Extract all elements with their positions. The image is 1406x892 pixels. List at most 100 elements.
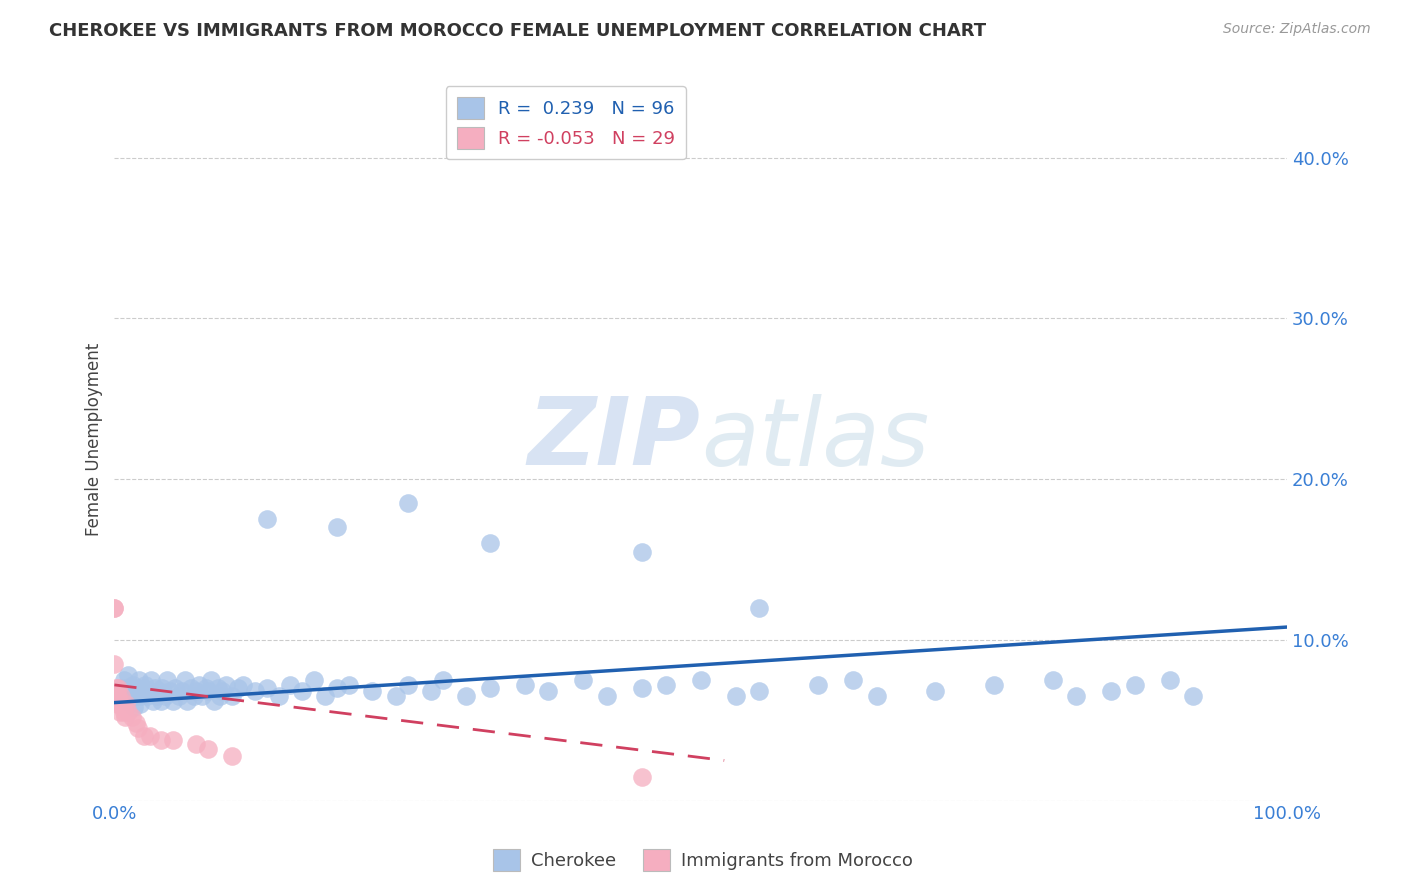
Point bbox=[361, 684, 384, 698]
Point bbox=[654, 678, 676, 692]
Point bbox=[122, 678, 145, 692]
Point bbox=[176, 694, 198, 708]
Point bbox=[326, 681, 349, 695]
Point bbox=[152, 681, 174, 695]
Point bbox=[207, 681, 229, 695]
Point bbox=[104, 681, 127, 695]
Point bbox=[186, 737, 208, 751]
Point bbox=[114, 684, 136, 698]
Point bbox=[103, 600, 125, 615]
Point bbox=[243, 684, 266, 698]
Point bbox=[315, 689, 337, 703]
Point bbox=[478, 536, 501, 550]
Point bbox=[108, 694, 131, 708]
Point bbox=[115, 697, 138, 711]
Point bbox=[183, 689, 205, 703]
Point bbox=[211, 684, 233, 698]
Point bbox=[748, 684, 770, 698]
Text: CHEROKEE VS IMMIGRANTS FROM MOROCCO FEMALE UNEMPLOYMENT CORRELATION CHART: CHEROKEE VS IMMIGRANTS FROM MOROCCO FEMA… bbox=[49, 22, 987, 40]
Point bbox=[124, 700, 146, 714]
Point bbox=[456, 689, 478, 703]
Point bbox=[132, 681, 155, 695]
Point bbox=[631, 681, 654, 695]
Point bbox=[105, 689, 128, 703]
Point bbox=[232, 678, 254, 692]
Point bbox=[596, 689, 619, 703]
Point bbox=[200, 673, 222, 687]
Point bbox=[114, 710, 136, 724]
Point bbox=[120, 681, 142, 695]
Point bbox=[432, 673, 454, 687]
Point bbox=[165, 681, 187, 695]
Point bbox=[1182, 689, 1205, 703]
Point bbox=[112, 673, 135, 687]
Text: ZIP: ZIP bbox=[527, 393, 700, 485]
Point bbox=[138, 684, 160, 698]
Point bbox=[337, 678, 360, 692]
Point bbox=[148, 684, 170, 698]
Point bbox=[202, 694, 225, 708]
Legend: Cherokee, Immigrants from Morocco: Cherokee, Immigrants from Morocco bbox=[486, 842, 920, 879]
Point bbox=[1123, 678, 1146, 692]
Point bbox=[631, 544, 654, 558]
Point bbox=[139, 673, 162, 687]
Point bbox=[748, 600, 770, 615]
Point bbox=[1099, 684, 1122, 698]
Point bbox=[162, 694, 184, 708]
Point bbox=[326, 520, 349, 534]
Point bbox=[267, 689, 290, 703]
Point bbox=[159, 684, 181, 698]
Point bbox=[924, 684, 946, 698]
Point bbox=[127, 721, 149, 735]
Point bbox=[197, 742, 219, 756]
Point bbox=[142, 694, 165, 708]
Point bbox=[110, 689, 132, 703]
Point bbox=[117, 668, 139, 682]
Point bbox=[221, 748, 243, 763]
Point bbox=[138, 729, 160, 743]
Point bbox=[513, 678, 536, 692]
Point bbox=[131, 689, 153, 703]
Point bbox=[1159, 673, 1181, 687]
Point bbox=[172, 684, 194, 698]
Point bbox=[478, 681, 501, 695]
Point bbox=[194, 681, 217, 695]
Legend: R =  0.239   N = 96, R = -0.053   N = 29: R = 0.239 N = 96, R = -0.053 N = 29 bbox=[446, 87, 686, 160]
Point bbox=[150, 694, 173, 708]
Point bbox=[128, 673, 150, 687]
Point bbox=[145, 681, 167, 695]
Point bbox=[117, 694, 139, 708]
Point bbox=[129, 697, 152, 711]
Y-axis label: Female Unemployment: Female Unemployment bbox=[86, 343, 103, 536]
Point bbox=[125, 681, 148, 695]
Point bbox=[537, 684, 560, 698]
Point bbox=[173, 673, 195, 687]
Point bbox=[107, 681, 129, 695]
Point bbox=[153, 689, 176, 703]
Point bbox=[118, 689, 141, 703]
Point bbox=[105, 697, 128, 711]
Point bbox=[121, 684, 143, 698]
Point bbox=[215, 678, 238, 692]
Point bbox=[631, 770, 654, 784]
Point bbox=[162, 732, 184, 747]
Point bbox=[385, 689, 408, 703]
Point bbox=[256, 681, 278, 695]
Point bbox=[180, 681, 202, 695]
Point bbox=[226, 681, 249, 695]
Point bbox=[396, 496, 419, 510]
Point bbox=[103, 600, 125, 615]
Point bbox=[1042, 673, 1064, 687]
Point bbox=[156, 673, 179, 687]
Point bbox=[124, 689, 146, 703]
Point bbox=[103, 657, 125, 671]
Point bbox=[115, 681, 138, 695]
Point bbox=[112, 705, 135, 719]
Point bbox=[1064, 689, 1087, 703]
Point bbox=[187, 678, 209, 692]
Point bbox=[208, 689, 231, 703]
Point bbox=[689, 673, 711, 687]
Point bbox=[110, 705, 132, 719]
Point bbox=[145, 689, 167, 703]
Point bbox=[107, 689, 129, 703]
